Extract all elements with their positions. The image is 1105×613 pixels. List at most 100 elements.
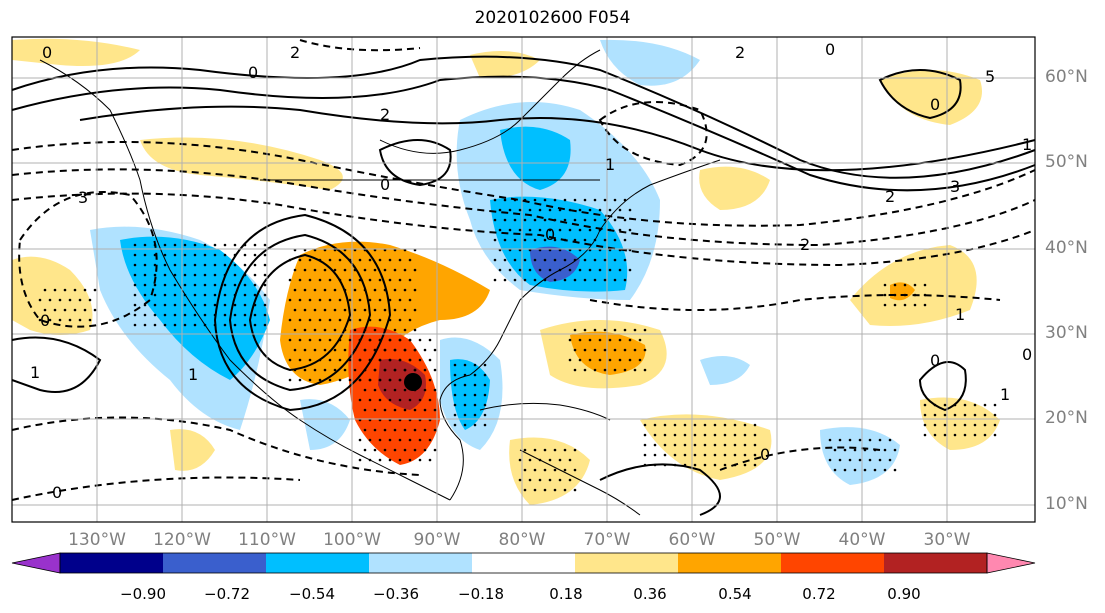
lat-label: 20°N — [1045, 408, 1088, 428]
colorbar-bin — [781, 553, 885, 573]
stipple-dot — [553, 238, 557, 242]
stipple-dot — [403, 368, 407, 372]
stipple-dot — [568, 268, 572, 272]
stipple-dot — [453, 373, 457, 377]
stipple-dot — [203, 253, 207, 257]
stipple-dot — [263, 253, 267, 257]
stipple-dot — [483, 363, 487, 367]
stipple-dot — [563, 238, 567, 242]
stipple-dot — [413, 428, 417, 432]
stipple-dot — [143, 243, 147, 247]
stipple-dot — [893, 468, 897, 472]
stipple-dot — [368, 398, 372, 402]
stipple-dot — [153, 273, 157, 277]
lon-label: 100°W — [323, 530, 381, 550]
colorbar-tick-label: −0.54 — [289, 585, 335, 603]
stipple-dot — [903, 303, 907, 307]
stipple-dot — [463, 393, 467, 397]
stipple-dot — [388, 458, 392, 462]
stipple-dot — [418, 358, 422, 362]
stipple-dot — [213, 243, 217, 247]
stipple-dot — [58, 298, 62, 302]
stipple-dot — [733, 463, 737, 467]
stipple-dot — [598, 208, 602, 212]
stipple-dot — [263, 243, 267, 247]
stipple-dot — [303, 268, 307, 272]
stipple-dot — [328, 278, 332, 282]
stipple-dot — [913, 293, 917, 297]
stipple-dot — [583, 238, 587, 242]
stipple-dot — [523, 238, 527, 242]
stipple-dot — [288, 358, 292, 362]
contour-label: 0 — [1022, 345, 1032, 364]
stipple-dot — [493, 198, 497, 202]
stipple-dot — [428, 458, 432, 462]
stipple-dot — [413, 328, 417, 332]
stipple-dot — [133, 273, 137, 277]
stipple-dot — [623, 238, 627, 242]
stipple-dot — [558, 478, 562, 482]
stipple-dot — [298, 338, 302, 342]
stipple-dot — [323, 348, 327, 352]
lon-label: 50°W — [753, 530, 801, 550]
stipple-dot — [293, 308, 297, 312]
stipple-dot — [993, 403, 997, 407]
stipple-dot — [473, 423, 477, 427]
stipple-dot — [583, 328, 587, 332]
stipple-dot — [358, 318, 362, 322]
stipple-dot — [653, 453, 657, 457]
stipple-dot — [523, 218, 527, 222]
stipple-dot — [923, 423, 927, 427]
stipple-dot — [933, 433, 937, 437]
stipple-dot — [408, 438, 412, 442]
stipple-dot — [883, 448, 887, 452]
stipple-dot — [583, 258, 587, 262]
contour-label: 0 — [760, 445, 770, 464]
stipple-dot — [863, 468, 867, 472]
stipple-dot — [308, 298, 312, 302]
stipple-dot — [433, 388, 437, 392]
stipple-dot — [223, 263, 227, 267]
colorbar — [11, 552, 1036, 574]
stipple-dot — [413, 268, 417, 272]
stipple-dot — [538, 268, 542, 272]
stipple-dot — [893, 303, 897, 307]
stipple-dot — [378, 378, 382, 382]
stipple-dot — [703, 453, 707, 457]
stipple-dot — [523, 448, 527, 452]
colorbar-tick-label: 0.36 — [633, 585, 667, 603]
stipple-dot — [48, 298, 52, 302]
stipple-dot — [353, 288, 357, 292]
stipple-dot — [828, 458, 832, 462]
stipple-dot — [173, 283, 177, 287]
stipple-dot — [233, 323, 237, 327]
stipple-dot — [528, 208, 532, 212]
stipple-dot — [623, 328, 627, 332]
stipple-dot — [243, 283, 247, 287]
stipple-dot — [143, 313, 147, 317]
stipple-dot — [673, 433, 677, 437]
stipple-dot — [923, 303, 927, 307]
lat-label: 10°N — [1045, 494, 1088, 514]
stipple-dot — [563, 448, 567, 452]
stipple-dot — [893, 448, 897, 452]
stipple-dot — [358, 338, 362, 342]
stipple-dot — [408, 338, 412, 342]
stipple-dot — [338, 338, 342, 342]
stipple-dot — [133, 323, 137, 327]
stipple-dot — [133, 303, 137, 307]
stipple-dot — [973, 403, 977, 407]
stipple-dot — [503, 258, 507, 262]
stipple-dot — [373, 308, 377, 312]
stipple-dot — [753, 433, 757, 437]
stipple-dot — [573, 368, 577, 372]
stipple-dot — [603, 368, 607, 372]
stipple-dot — [463, 413, 467, 417]
stipple-dot — [683, 423, 687, 427]
stipple-dot — [433, 428, 437, 432]
stipple-dot — [403, 448, 407, 452]
stipple-dot — [183, 323, 187, 327]
stipple-dot — [193, 303, 197, 307]
stipple-dot — [473, 383, 477, 387]
stipple-dot — [323, 368, 327, 372]
